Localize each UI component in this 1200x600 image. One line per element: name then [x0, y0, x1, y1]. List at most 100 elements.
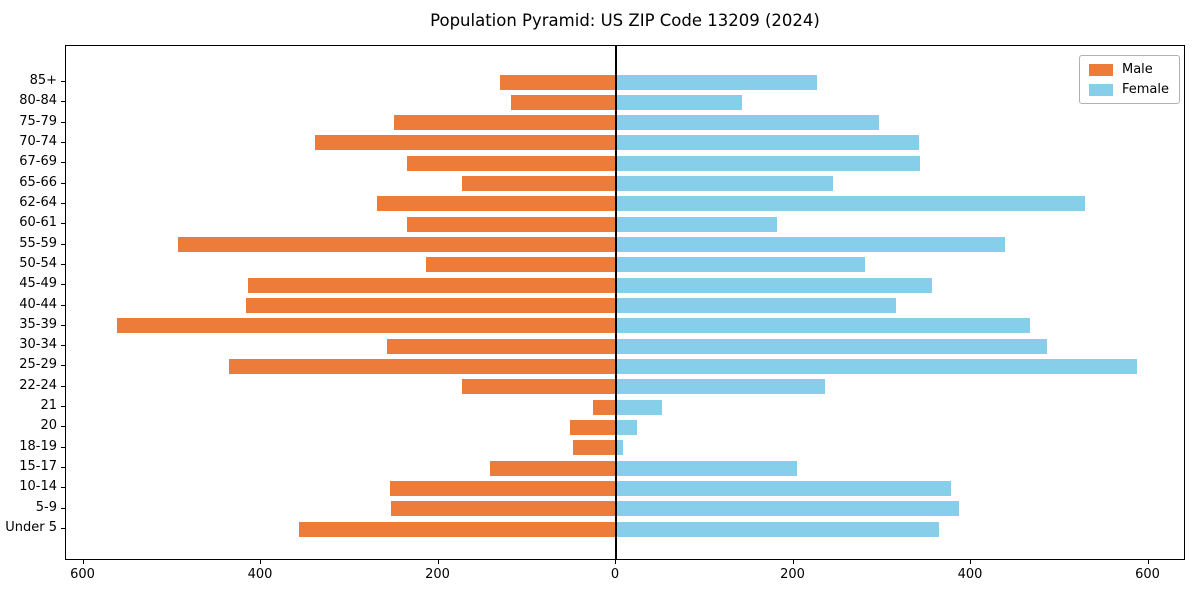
y-tick — [61, 426, 65, 428]
y-tick — [61, 446, 65, 448]
female-bar — [616, 460, 798, 476]
y-axis-label: Under 5 — [5, 520, 57, 535]
y-axis-label: 62-64 — [19, 194, 57, 210]
female-bar — [616, 358, 1137, 374]
y-tick — [61, 101, 65, 103]
y-axis-label: 60-61 — [19, 215, 57, 231]
male-bar — [390, 501, 616, 517]
female-bar — [616, 155, 921, 171]
y-axis-label: 55-59 — [19, 235, 57, 251]
male-bar — [592, 399, 616, 415]
male-bar — [377, 196, 616, 212]
x-axis-label: 200 — [425, 567, 450, 582]
zero-axis-line — [615, 46, 617, 559]
y-tick — [61, 324, 65, 326]
y-tick — [61, 385, 65, 387]
male-bar — [462, 379, 616, 395]
male-bar — [462, 176, 616, 192]
female-bar — [616, 216, 777, 232]
x-axis-label: 200 — [780, 567, 805, 582]
y-axis-label: 18-19 — [19, 438, 57, 454]
y-tick — [61, 121, 65, 123]
female-bar — [616, 135, 919, 151]
plot-area: Male Female — [65, 45, 1185, 560]
y-tick — [61, 528, 65, 529]
y-tick — [61, 345, 65, 347]
y-axis-label: 5-9 — [35, 499, 57, 515]
y-tick — [61, 406, 65, 408]
female-bar — [616, 277, 932, 293]
y-tick — [61, 487, 65, 489]
y-tick — [61, 263, 65, 265]
x-tick — [1147, 560, 1149, 564]
male-bar — [389, 480, 616, 496]
female-bar — [616, 480, 952, 496]
y-tick — [61, 81, 65, 82]
x-tick — [82, 560, 84, 564]
y-axis-label: 20 — [40, 418, 57, 434]
female-bar — [616, 94, 743, 110]
y-axis-label: 21 — [40, 398, 57, 414]
y-tick — [61, 243, 65, 245]
y-axis-label: 30-34 — [19, 337, 57, 353]
y-tick — [61, 141, 65, 143]
female-bar — [616, 298, 896, 313]
female-bar — [616, 338, 1048, 354]
x-axis-label: 0 — [610, 567, 620, 582]
female-bar — [616, 257, 865, 273]
female-bar — [616, 521, 940, 537]
female-bar — [616, 176, 833, 192]
y-axis-label: 67-69 — [19, 154, 57, 170]
x-axis-label: 600 — [1135, 567, 1160, 582]
male-bar — [573, 440, 616, 456]
male-bar — [247, 277, 616, 293]
female-bar — [616, 237, 1005, 253]
female-bar — [616, 74, 818, 90]
y-axis-label: 75-79 — [19, 113, 57, 129]
male-bar — [511, 94, 616, 110]
x-axis-label: 600 — [70, 567, 95, 582]
legend-item-female: Female — [1088, 82, 1169, 97]
y-axis-label: 15-17 — [19, 459, 57, 475]
y-axis-label: 10-14 — [19, 479, 57, 495]
male-bar — [315, 135, 616, 151]
y-axis-label: 25-29 — [19, 357, 57, 373]
y-axis-label: 65-66 — [19, 174, 57, 190]
y-tick — [61, 507, 65, 509]
x-axis-label: 400 — [247, 567, 273, 582]
male-bar — [569, 419, 616, 435]
x-tick — [437, 560, 439, 564]
female-bar — [616, 318, 1030, 334]
y-axis-label: 85+ — [29, 73, 57, 88]
y-tick — [61, 284, 65, 286]
female-bar — [616, 115, 879, 131]
female-bar — [616, 379, 826, 395]
x-tick — [615, 560, 616, 564]
x-tick — [970, 560, 971, 564]
x-tick — [260, 560, 261, 564]
y-tick — [61, 467, 65, 469]
x-tick — [792, 560, 794, 564]
x-axis-label: 400 — [957, 567, 983, 582]
y-tick — [61, 365, 65, 367]
legend: Male Female — [1078, 55, 1180, 104]
y-axis-label: 45-49 — [19, 276, 57, 292]
y-axis-label: 40-44 — [19, 296, 57, 312]
y-tick — [61, 304, 65, 306]
male-bar — [426, 257, 616, 273]
y-axis-label: 70-74 — [19, 133, 57, 149]
legend-female-label: Female — [1121, 82, 1169, 97]
y-axis-label: 35-39 — [19, 316, 57, 332]
male-bar — [117, 318, 616, 334]
legend-female-swatch-icon — [1088, 83, 1113, 96]
female-bar — [616, 501, 959, 517]
y-axis-label: 50-54 — [19, 255, 57, 271]
y-tick — [61, 162, 65, 164]
y-axis-label: 80-84 — [19, 93, 57, 109]
male-bar — [245, 298, 616, 313]
y-tick — [61, 202, 65, 204]
male-bar — [178, 237, 616, 253]
male-bar — [406, 216, 616, 232]
male-bar — [299, 521, 616, 537]
